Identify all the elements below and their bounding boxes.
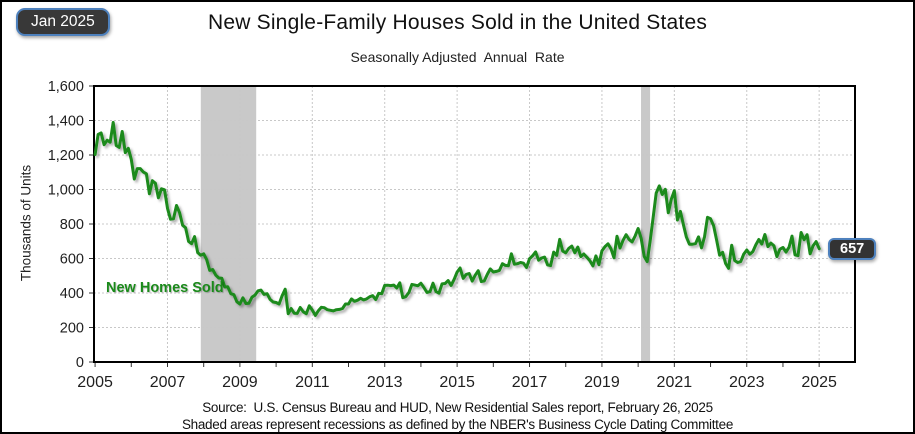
series-annotation-label: New Homes Sold <box>106 280 224 296</box>
plot-border <box>93 85 856 363</box>
x-tick-label: 2007 <box>150 374 186 391</box>
y-tick-label: 1,000 <box>48 183 84 199</box>
x-tick-label: 2017 <box>512 374 548 391</box>
x-tick-label: 2015 <box>439 374 475 391</box>
y-tick-label: 0 <box>76 355 84 371</box>
plot-frame <box>93 85 856 363</box>
y-tick-label: 200 <box>60 321 84 337</box>
chart-title: New Single-Family Houses Sold in the Uni… <box>207 11 708 34</box>
latest-value-badge: 657 <box>828 238 877 260</box>
x-tick-label: 2023 <box>729 374 765 391</box>
y-tick-label: 1,600 <box>48 79 84 95</box>
y-axis-label: Thousands of Units <box>18 164 34 282</box>
x-tick-label: 2005 <box>77 374 113 391</box>
y-tick-labels: 0 200 400 600 800 1,000 1,200 1,400 1,600 <box>48 79 84 371</box>
gridlines <box>94 86 855 362</box>
x-tick-label: 2025 <box>801 374 837 391</box>
x-tick-label: 2021 <box>657 374 693 391</box>
x-tick-label: 2009 <box>222 374 258 391</box>
y-tick-label: 1,200 <box>48 148 84 164</box>
sales-line-series <box>93 120 821 317</box>
source-text: Source: U.S. Census Bureau and HUD, New … <box>202 400 713 415</box>
x-tick-label: 2011 <box>295 374 330 391</box>
x-tick-label: 2013 <box>367 374 403 391</box>
x-tick-label: 2019 <box>584 374 620 391</box>
chart-subtitle: Seasonally Adjusted Annual Rate <box>350 49 565 65</box>
date-badge: Jan 2025 <box>16 8 110 36</box>
axis-ticks <box>89 85 820 367</box>
x-tick-labels: 2005 2007 2009 2011 2013 2015 2017 2019 2021 2023… <box>77 374 837 391</box>
y-tick-label: 400 <box>60 286 84 302</box>
y-tick-label: 600 <box>60 252 84 268</box>
new-homes-sold-line <box>93 120 821 317</box>
y-tick-label: 1,400 <box>48 114 84 130</box>
y-tick-label: 800 <box>60 217 84 233</box>
recession-note-text: Shaded areas represent recessions as def… <box>181 417 734 432</box>
recession-band <box>641 86 651 362</box>
